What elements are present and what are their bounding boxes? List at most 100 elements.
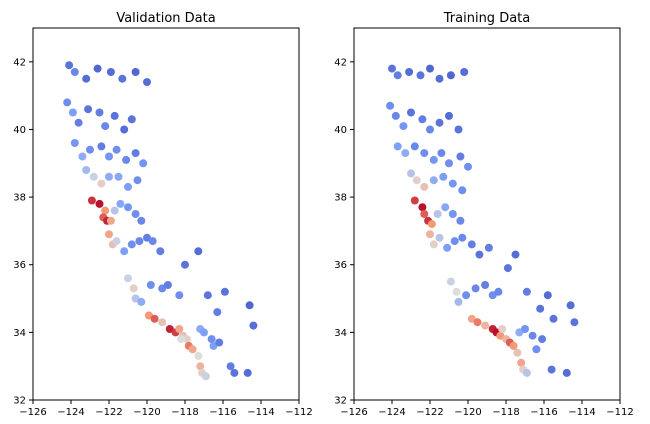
validation-data-point xyxy=(194,247,203,256)
validation-x-axis: −126 −124 −122 −120 −118 −116 −114 −112 xyxy=(19,400,313,418)
training-data-point xyxy=(456,216,465,225)
training-panel: Training Data −126 −124 −122 −120 −118 −116 −1… xyxy=(334,11,633,418)
training-y-tick-label: 38 xyxy=(334,193,347,204)
validation-data-point xyxy=(137,297,146,306)
validation-data-point xyxy=(207,335,216,344)
training-data-point xyxy=(418,115,427,124)
training-data-point xyxy=(462,291,471,300)
validation-data-point xyxy=(163,281,172,289)
validation-y-tick-label: 42 xyxy=(13,57,26,68)
training-data-point xyxy=(445,159,453,168)
training-data-point xyxy=(412,176,421,185)
training-x-axis: −126 −124 −122 −120 −118 −116 −114 −112 xyxy=(340,400,634,418)
validation-data-point xyxy=(86,145,94,154)
validation-data-point xyxy=(158,318,167,327)
validation-data-point xyxy=(131,68,140,76)
validation-data-point xyxy=(146,281,155,289)
training-data-point xyxy=(458,233,467,242)
validation-data-point xyxy=(114,172,123,181)
training-x-tick-label: −112 xyxy=(606,407,633,418)
training-data-point xyxy=(538,335,547,344)
validation-data-point xyxy=(110,206,119,215)
training-data-point xyxy=(407,108,415,117)
validation-y-axis: 32 34 36 38 40 42 xyxy=(13,57,33,407)
validation-data-point xyxy=(215,338,224,347)
validation-data-point xyxy=(213,308,222,317)
training-data-point xyxy=(435,233,444,242)
validation-data-point xyxy=(82,166,91,174)
validation-data-point xyxy=(70,68,79,76)
validation-data-point xyxy=(226,362,235,371)
training-data-point xyxy=(391,111,400,120)
training-data-point xyxy=(454,297,463,306)
validation-data-point xyxy=(105,172,113,181)
training-data-point xyxy=(471,284,480,293)
validation-x-tick-label: −126 xyxy=(19,407,46,418)
validation-data-point xyxy=(106,68,115,76)
training-data-point xyxy=(429,176,438,185)
training-data-point xyxy=(435,118,444,127)
validation-data-point xyxy=(124,274,132,283)
validation-data-point xyxy=(101,206,110,215)
training-data-point xyxy=(566,301,575,310)
validation-data-point xyxy=(116,199,125,208)
training-data-point xyxy=(517,358,526,367)
training-data-point xyxy=(448,179,457,188)
training-data-point xyxy=(464,162,472,171)
training-data-point xyxy=(450,237,459,246)
training-data-point xyxy=(522,368,531,377)
validation-data-point xyxy=(97,142,106,151)
validation-data-point xyxy=(243,368,252,377)
validation-data-point xyxy=(65,61,74,70)
training-data-point xyxy=(467,240,476,249)
training-data-point xyxy=(503,264,512,273)
training-data-point xyxy=(416,71,425,80)
training-data-point xyxy=(443,243,452,252)
validation-y-tick-label: 40 xyxy=(13,125,26,136)
training-data-point xyxy=(429,240,438,249)
validation-data-point xyxy=(150,314,159,323)
training-x-tick-label: −124 xyxy=(378,407,405,418)
validation-data-point xyxy=(177,335,186,344)
training-y-axis: 32 34 36 38 40 42 xyxy=(334,57,354,407)
training-data-point xyxy=(405,68,414,76)
training-data-point xyxy=(393,142,402,151)
validation-y-tick-label: 32 xyxy=(13,396,26,407)
training-x-tick-label: −114 xyxy=(568,407,595,418)
validation-data-point xyxy=(68,108,77,117)
training-data-point xyxy=(452,287,461,296)
training-data-point xyxy=(401,149,410,158)
training-data-point xyxy=(536,304,545,313)
validation-data-point xyxy=(120,247,129,256)
training-data-point xyxy=(509,341,518,350)
training-data-point xyxy=(437,149,446,158)
training-points xyxy=(386,64,579,377)
training-data-point xyxy=(528,331,537,340)
validation-data-point xyxy=(112,145,121,154)
training-x-tick-label: −126 xyxy=(340,407,367,418)
training-data-point xyxy=(458,186,467,195)
training-data-point xyxy=(420,210,429,218)
validation-data-point xyxy=(82,74,91,83)
training-data-point xyxy=(426,64,434,73)
training-data-point xyxy=(435,74,444,83)
training-data-point xyxy=(484,243,493,252)
validation-data-point xyxy=(101,122,110,131)
validation-data-point xyxy=(93,64,102,73)
training-data-point xyxy=(521,325,529,333)
training-plot-frame xyxy=(353,27,621,401)
validation-x-tick-label: −120 xyxy=(133,407,160,418)
training-data-point xyxy=(388,64,396,73)
validation-data-point xyxy=(181,260,189,269)
training-data-point xyxy=(454,125,463,134)
validation-x-tick-label: −114 xyxy=(247,407,274,418)
training-data-point xyxy=(418,203,427,212)
validation-data-point xyxy=(105,230,113,239)
training-data-point xyxy=(426,230,434,239)
training-data-point xyxy=(456,152,465,161)
validation-data-point xyxy=(131,210,140,218)
validation-data-point xyxy=(131,149,140,158)
validation-data-point xyxy=(124,182,132,191)
training-data-point xyxy=(543,291,552,300)
